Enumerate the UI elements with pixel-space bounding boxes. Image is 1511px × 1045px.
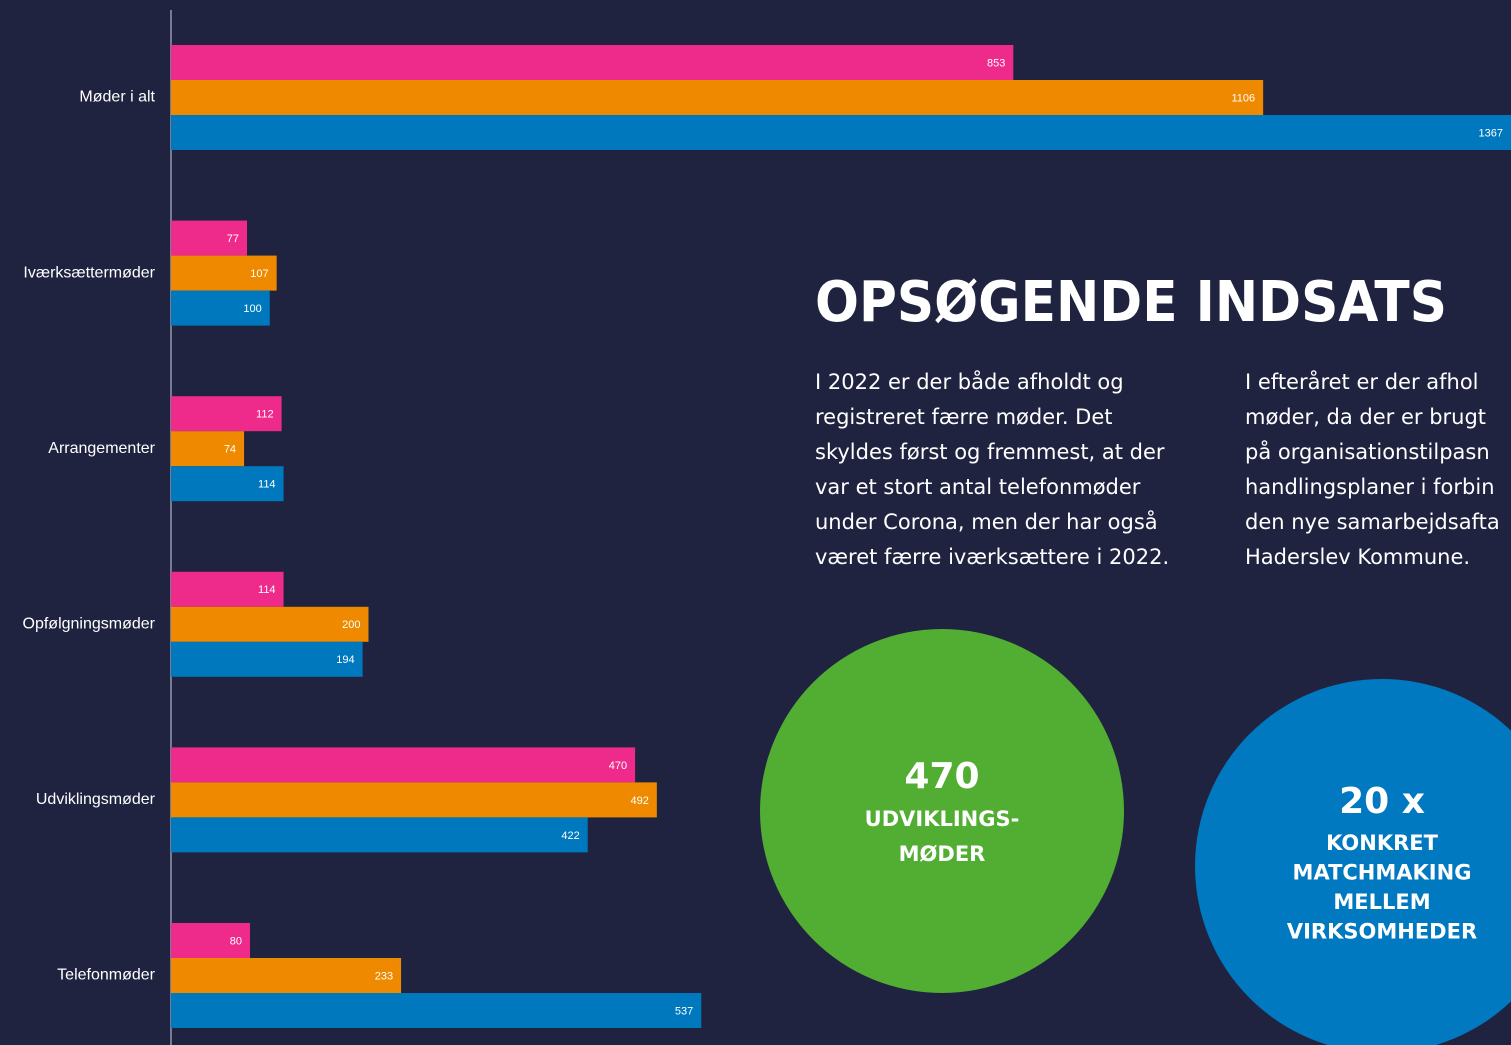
bar — [171, 606, 369, 642]
value-label: 1106 — [1231, 92, 1255, 104]
bar — [171, 466, 284, 502]
y-tick-label: Udviklingsmøder — [36, 791, 156, 808]
circle-label: MØDER — [899, 842, 986, 866]
value-label: 194 — [336, 654, 354, 666]
value-label: 80 — [230, 935, 242, 947]
bar — [171, 571, 284, 607]
bar — [171, 431, 245, 467]
value-label: 74 — [224, 444, 236, 456]
bar — [171, 80, 1264, 115]
bar — [171, 220, 248, 256]
paragraph-line: handlingsplaner i forbin — [1245, 475, 1495, 499]
value-label: 77 — [227, 233, 239, 245]
y-tick-label: Iværksættermøder — [23, 264, 155, 281]
circle-label: MATCHMAKING — [1293, 861, 1472, 885]
paragraph-line: skyldes først og fremmest, at der — [815, 440, 1165, 464]
value-label: 470 — [609, 760, 627, 772]
paragraph-line: var et stort antal telefonmøder — [815, 475, 1141, 499]
circle-label: KONKRET — [1326, 831, 1439, 855]
bar — [171, 255, 277, 291]
value-label: 233 — [375, 970, 393, 982]
paragraph-line: Haderslev Kommune. — [1245, 545, 1470, 569]
highlight-circle — [1195, 679, 1511, 1045]
circle-text: UDVIKLINGS- MØDER — [865, 807, 1020, 866]
text-column: I 2022 er der både afholdt og registreret… — [815, 369, 1169, 569]
paragraph-line: været færre iværksættere i 2022. — [815, 545, 1169, 569]
y-tick-label: Arrangementer — [48, 440, 155, 457]
circle-number: 470 — [904, 756, 979, 797]
bar — [171, 993, 702, 1028]
circle-number: 20 x — [1339, 781, 1425, 822]
bar — [171, 747, 636, 783]
bar — [171, 45, 1014, 80]
bars: Møder i alt 853 1106 1367 Iværksættermøder 77… — [23, 45, 1511, 1028]
circle-label: UDVIKLINGS- — [865, 807, 1020, 831]
value-label: 853 — [987, 57, 1005, 69]
paragraph-line: I 2022 er der både afholdt og — [815, 369, 1124, 394]
panel-title: OPSØGENDE INDSATS — [815, 270, 1447, 335]
circle-text: KONKRET MATCHMAKING MELLEM VIRKSOMHEDER — [1287, 831, 1477, 944]
value-label: 492 — [630, 795, 648, 807]
bar — [171, 958, 402, 993]
value-label: 422 — [561, 830, 579, 842]
paragraph-line: under Corona, men der har også — [815, 509, 1158, 534]
circle-label: MELLEM — [1333, 890, 1430, 914]
y-tick-label: Telefonmøder — [57, 967, 155, 984]
value-label: 114 — [258, 479, 276, 491]
paragraph-line: på organisationstilpasn — [1245, 439, 1490, 464]
value-label: 537 — [675, 1005, 693, 1017]
highlight-circle — [760, 629, 1124, 993]
value-label: 1367 — [1479, 127, 1503, 139]
paragraph-line: den nye samarbejdsafta — [1245, 510, 1500, 534]
y-tick-label: Møder i alt — [79, 89, 155, 106]
paragraph-line: registreret færre møder. Det — [815, 405, 1113, 429]
bar — [171, 290, 270, 326]
bar — [171, 923, 250, 958]
value-label: 107 — [250, 268, 268, 280]
bar — [171, 817, 588, 853]
value-label: 100 — [243, 303, 261, 315]
bar — [171, 115, 1511, 150]
bar — [171, 782, 657, 818]
paragraph-line: I efteråret er der afhol — [1245, 369, 1479, 394]
y-tick-label: Opfølgningsmøder — [23, 616, 156, 633]
bar — [171, 396, 282, 432]
paragraph-line: møder, da der er brugt — [1245, 405, 1486, 429]
value-label: 114 — [258, 584, 276, 596]
bar — [171, 641, 363, 677]
value-label: 200 — [342, 619, 360, 631]
value-label: 112 — [256, 409, 274, 421]
circle-label: VIRKSOMHEDER — [1287, 920, 1477, 944]
text-column: I efteråret er der afhol møder, da der er… — [1245, 369, 1500, 569]
